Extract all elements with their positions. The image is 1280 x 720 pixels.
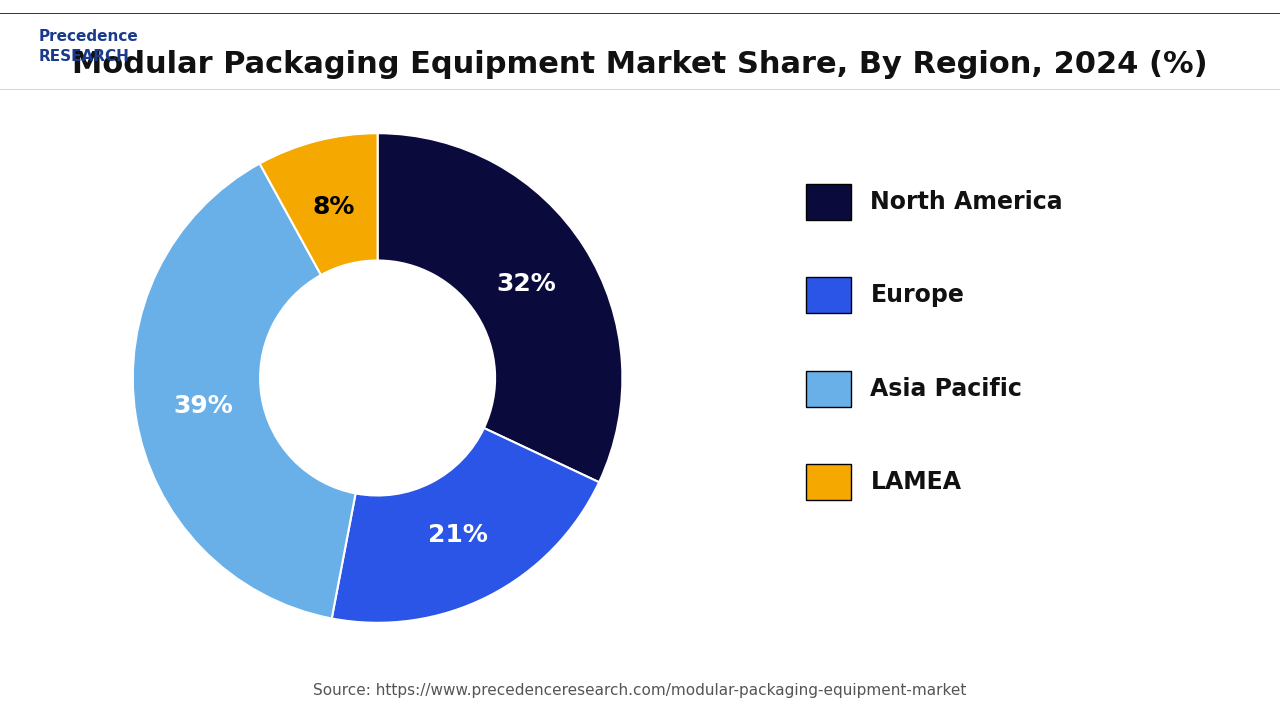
Text: Source: https://www.precedenceresearch.com/modular-packaging-equipment-market: Source: https://www.precedenceresearch.c… <box>314 683 966 698</box>
Text: North America: North America <box>870 189 1062 214</box>
Wedge shape <box>332 428 599 623</box>
Wedge shape <box>133 163 356 618</box>
Wedge shape <box>260 133 378 275</box>
Text: Asia Pacific: Asia Pacific <box>870 377 1023 401</box>
Text: 39%: 39% <box>174 394 233 418</box>
Text: 21%: 21% <box>428 523 488 547</box>
Text: 32%: 32% <box>497 271 557 295</box>
Text: Europe: Europe <box>870 283 964 307</box>
Text: 8%: 8% <box>312 195 355 220</box>
Wedge shape <box>378 133 622 482</box>
Text: Modular Packaging Equipment Market Share, By Region, 2024 (%): Modular Packaging Equipment Market Share… <box>72 50 1208 79</box>
Text: Precedence
RESEARCH: Precedence RESEARCH <box>38 29 138 63</box>
Text: LAMEA: LAMEA <box>870 470 961 495</box>
